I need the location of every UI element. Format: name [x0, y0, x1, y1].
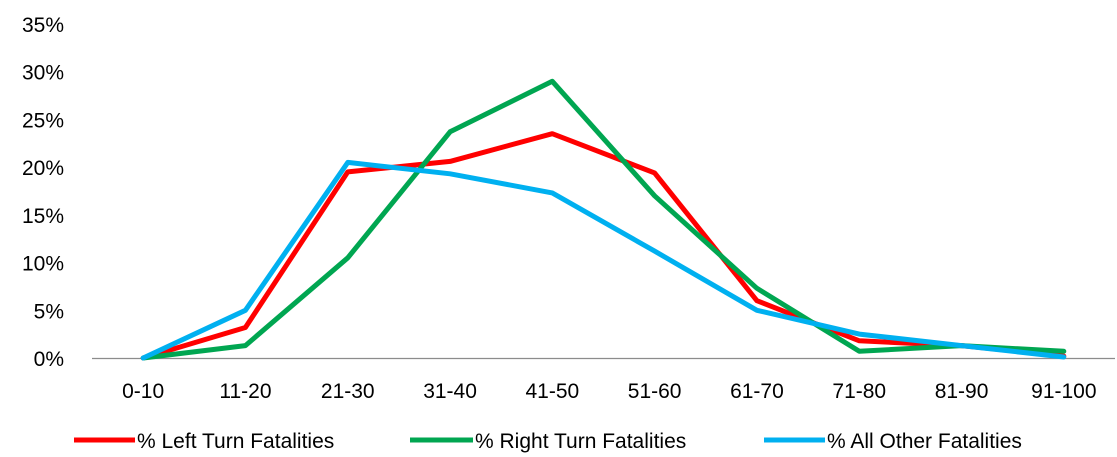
series-lines	[140, 78, 1067, 361]
x-axis: 0-10 11-20 21-30 31-40 41-50 51-60 61-70 71-80 8…	[92, 357, 1115, 403]
y-tick-label: 0%	[34, 348, 64, 371]
x-tick-label: 41-50	[525, 380, 579, 403]
y-tick-label: 25%	[22, 109, 64, 132]
y-tick-label: 30%	[22, 62, 64, 85]
x-tick-label: 81-90	[935, 380, 989, 403]
y-tick-label: 35%	[22, 14, 64, 37]
x-tick-label: 71-80	[832, 380, 886, 403]
x-tick-label: 91-100	[1031, 380, 1096, 403]
y-axis-tick-labels: 0% 5% 10% 15% 20% 25% 30% 35%	[22, 14, 64, 371]
x-tick-label: 0-10	[122, 380, 164, 403]
x-tick-label: 31-40	[423, 380, 477, 403]
x-tick-label: 11-20	[219, 380, 271, 403]
y-tick-label: 15%	[22, 205, 64, 228]
y-tick-label: 10%	[22, 253, 64, 276]
y-tick-label: 20%	[22, 157, 64, 180]
legend-label-0: % Left Turn Fatalities	[137, 430, 334, 453]
series-line-2	[140, 159, 1067, 361]
series-line-0	[140, 131, 1067, 361]
series-line-1	[140, 78, 1067, 361]
legend-label-1: % Right Turn Fatalities	[475, 430, 686, 453]
x-tick-label: 61-70	[730, 380, 784, 403]
y-tick-label: 5%	[34, 300, 64, 323]
legend: % Left Turn Fatalities % Right Turn Fatal…	[74, 430, 1022, 453]
x-tick-label: 21-30	[321, 380, 375, 403]
x-tick-label: 51-60	[628, 380, 682, 403]
legend-label-2: % All Other Fatalities	[827, 430, 1022, 453]
